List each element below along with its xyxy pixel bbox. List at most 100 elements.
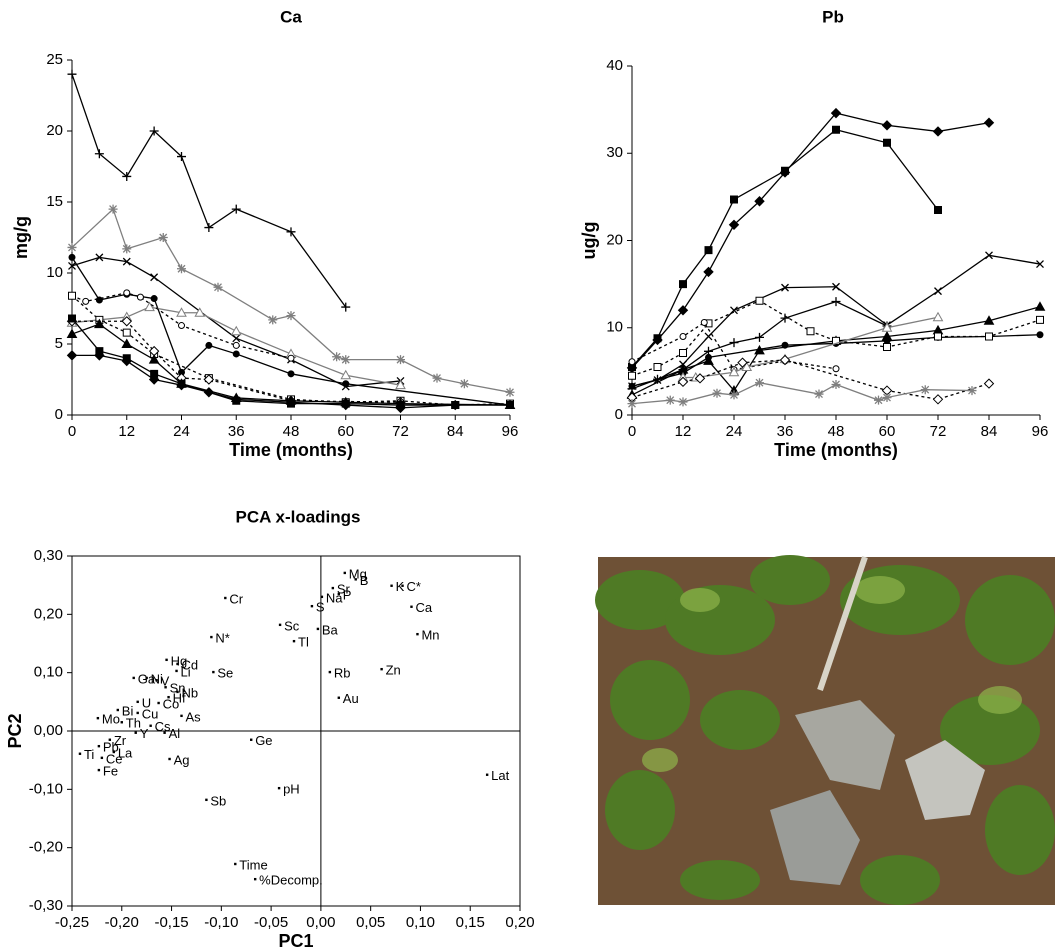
marker [395, 402, 406, 414]
marker [158, 233, 168, 242]
marker [450, 399, 461, 411]
point [96, 716, 100, 720]
point-label: Co [163, 696, 180, 711]
point [250, 738, 253, 741]
marker [68, 261, 76, 270]
marker [814, 389, 824, 399]
point [116, 708, 119, 712]
point [120, 721, 123, 724]
marker [1036, 315, 1044, 324]
marker [781, 341, 789, 349]
x-tick-label: 0 [628, 423, 636, 440]
marker [934, 332, 942, 341]
marker [67, 242, 77, 252]
point-label: Cu [142, 706, 159, 721]
point-label: Ce [106, 751, 123, 766]
marker [653, 334, 662, 343]
marker [932, 394, 944, 405]
point-label: Ca [415, 600, 432, 615]
y-tick-label: 20 [46, 122, 63, 139]
point [337, 592, 341, 596]
point-label: Ba [322, 622, 339, 637]
point [337, 696, 341, 699]
y-tick-label: 0 [615, 406, 623, 423]
marker [881, 120, 893, 131]
point [167, 695, 170, 699]
point [380, 667, 383, 671]
marker [94, 149, 104, 159]
y-tick-label: 0,30 [34, 547, 63, 564]
x-tick-label: 96 [1032, 423, 1049, 440]
point [134, 731, 137, 734]
y-tick-label: -0,10 [29, 780, 63, 797]
marker [177, 264, 186, 274]
marker [832, 282, 840, 291]
point [343, 571, 346, 575]
marker [755, 296, 764, 305]
point [316, 627, 320, 631]
point [292, 639, 296, 643]
y-tick-label: -0,30 [29, 897, 63, 914]
marker [679, 349, 687, 358]
marker [285, 397, 297, 408]
marker [136, 293, 144, 301]
marker [149, 126, 159, 136]
y-tick-label: 0,00 [34, 722, 63, 739]
x-tick-label: 48 [283, 423, 300, 440]
marker [204, 223, 214, 233]
x-tick-label: 0,00 [306, 914, 335, 931]
x-tick-label: 60 [879, 423, 896, 440]
point-label: Rb [334, 666, 351, 681]
point [354, 578, 357, 581]
marker [232, 334, 241, 343]
marker [459, 379, 469, 389]
marker [985, 332, 993, 341]
point-label: Cs [155, 719, 171, 734]
point-label: La [118, 745, 133, 760]
marker [677, 305, 689, 316]
marker [628, 371, 636, 380]
photo-highlights [642, 576, 1022, 772]
point [168, 757, 171, 761]
marker [194, 307, 206, 317]
marker [882, 393, 892, 403]
marker [396, 355, 405, 365]
marker [287, 354, 295, 362]
marker [286, 311, 296, 321]
marker [704, 332, 713, 341]
x-tick-label: -0,15 [154, 914, 188, 931]
marker [830, 107, 842, 119]
marker [66, 350, 78, 361]
point-label: Mn [421, 628, 439, 643]
point [164, 686, 167, 689]
marker [1034, 301, 1046, 311]
point [277, 786, 281, 790]
marker [148, 354, 160, 364]
point-label: Fe [103, 764, 118, 779]
marker [831, 297, 841, 307]
marker [82, 297, 90, 305]
marker [741, 361, 753, 372]
marker [983, 117, 995, 128]
point-label: Ag [174, 752, 190, 767]
marker [150, 369, 159, 378]
marker [755, 378, 764, 388]
marker [881, 322, 893, 332]
point-label: Mg [349, 566, 367, 581]
point [97, 768, 101, 772]
marker [150, 295, 158, 302]
marker [144, 301, 155, 312]
point [163, 731, 166, 734]
point-label: pH [283, 782, 300, 797]
point-label: U [142, 695, 151, 710]
point-label: Th [126, 716, 141, 731]
marker [232, 341, 240, 349]
point-label: Cr [229, 591, 243, 606]
marker [934, 205, 942, 214]
point-label: Na [326, 590, 343, 605]
chart-title: Ca [280, 7, 302, 26]
marker [832, 125, 840, 134]
point [175, 669, 178, 673]
y-tick-label: 0,20 [34, 605, 63, 622]
point-label: Time [239, 857, 267, 872]
